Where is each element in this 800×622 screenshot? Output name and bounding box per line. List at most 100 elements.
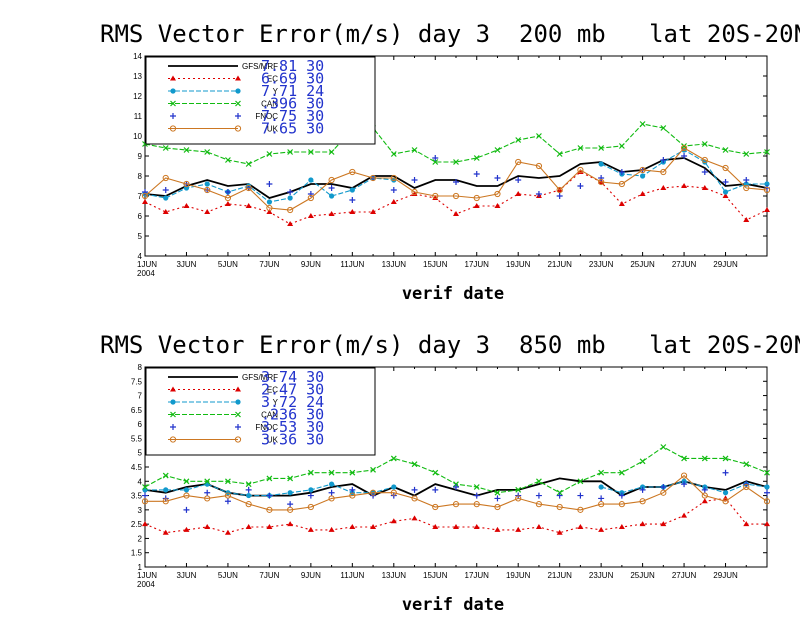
series-gfs-mrf [144,157,768,199]
chart-title: RMS Vector Error(m/s) day 3 200 mb lat 2… [100,20,800,48]
legend-marker-fnoc [235,113,241,119]
legend-stats-gfs-mrf: 3.74 30 [261,368,324,386]
x-tick-label: 3JUN [176,571,196,580]
x-tick-label: 29JUN [713,260,738,269]
data-point-can [660,125,667,131]
legend-stats-fnoc: 7.75 30 [261,107,324,125]
data-point-uk [660,489,667,496]
data-point-can [577,478,584,485]
x-tick-label: 19JUN [506,571,531,580]
data-point-uk [328,176,335,184]
data-point-fnoc [660,157,667,163]
data-point-uk [411,495,418,502]
data-point-uk [535,162,543,170]
data-point-can [142,484,148,490]
data-point-y [349,187,355,193]
series-ec [142,169,770,226]
legend-name-can: CAN [261,411,278,420]
data-point-fnoc [556,193,563,199]
data-point-ec [660,185,667,190]
legend-stats-y: 3.72 24 [261,393,324,411]
data-point-can [701,455,708,462]
series-uk [141,472,771,513]
data-point-fnoc [142,189,148,195]
series-ec [142,495,770,535]
data-point-uk [369,489,377,496]
x-tick-label: 27JUN [672,571,697,580]
data-point-uk [349,168,356,176]
legend-marker-y [170,88,176,94]
data-point-can [370,466,376,473]
data-point-fnoc [577,492,584,499]
data-point-uk [556,503,563,511]
data-point-ec [681,512,688,518]
data-point-fnoc [432,155,439,161]
data-point-uk [307,194,314,202]
y-tick-label: 5 [138,232,143,241]
y-tick-label: 14 [133,52,142,61]
data-point-ec [453,524,459,529]
x-axis-label: verif date [402,595,504,615]
legend-stats-can: .396 30 [261,95,324,113]
data-point-uk [266,204,273,212]
legend-marker-ec [170,75,176,81]
x-tick-label: 9JUN [301,260,321,269]
data-point-fnoc [577,183,584,189]
data-point-can [204,478,211,485]
data-point-ec [224,201,231,206]
data-point-ec [349,524,356,529]
data-point-ec [515,526,522,532]
data-point-ec [162,529,169,535]
legend-marker-can [235,411,241,418]
data-point-uk [224,492,232,499]
x-tick-label: 17JUN [465,571,490,580]
y-tick-label: 6 [138,212,143,221]
data-point-can [743,151,750,157]
data-point-fnoc [598,495,605,502]
data-point-y [204,181,210,187]
x-axis-label: verif date [402,284,504,304]
legend-name-ec: EC [267,75,278,84]
data-point-can [701,141,708,147]
y-tick-label: 12 [133,92,142,101]
legend-stats-fnoc: 3.53 30 [261,418,324,436]
legend-marker-uk [169,125,177,132]
data-point-ec [639,191,646,196]
data-point-uk [183,180,190,188]
legend-marker-y [235,88,241,94]
data-point-ec [183,203,190,208]
data-point-ec [287,221,294,226]
data-point-fnoc [701,486,708,493]
data-point-can [618,469,625,476]
data-point-y [246,492,252,499]
y-tick-label: 5.5 [131,434,143,443]
data-point-y [598,484,604,490]
data-point-ec [370,524,377,529]
data-point-can [639,458,646,465]
series-can [142,121,770,167]
data-point-y [163,487,169,493]
data-point-can [349,469,356,476]
x-tick-label: 27JUN [672,260,697,269]
legend-name-fnoc: FNOC [255,423,278,432]
y-tick-label: 10 [133,132,142,141]
legend-marker-fnoc [170,424,176,430]
data-point-fnoc [535,191,542,197]
data-point-can [473,155,480,161]
data-point-can [411,147,418,153]
data-point-ec [743,217,750,222]
data-point-ec [556,529,563,535]
legend-stats-uk: 7.65 30 [261,120,324,138]
data-point-ec [618,201,625,206]
data-point-fnoc [639,486,646,493]
x-tick-label: 25JUN [630,260,655,269]
data-point-uk [763,186,771,194]
x-tick-label: 15JUN [423,260,448,269]
data-point-ec [183,526,190,532]
series-line-gfs-mrf [144,157,768,199]
data-point-ec [307,213,314,218]
legend-name-gfs-mrf: GFS/MRF [242,62,278,71]
data-point-ec [390,518,397,524]
y-tick-label: 4.5 [131,463,143,472]
data-point-can [556,151,563,157]
